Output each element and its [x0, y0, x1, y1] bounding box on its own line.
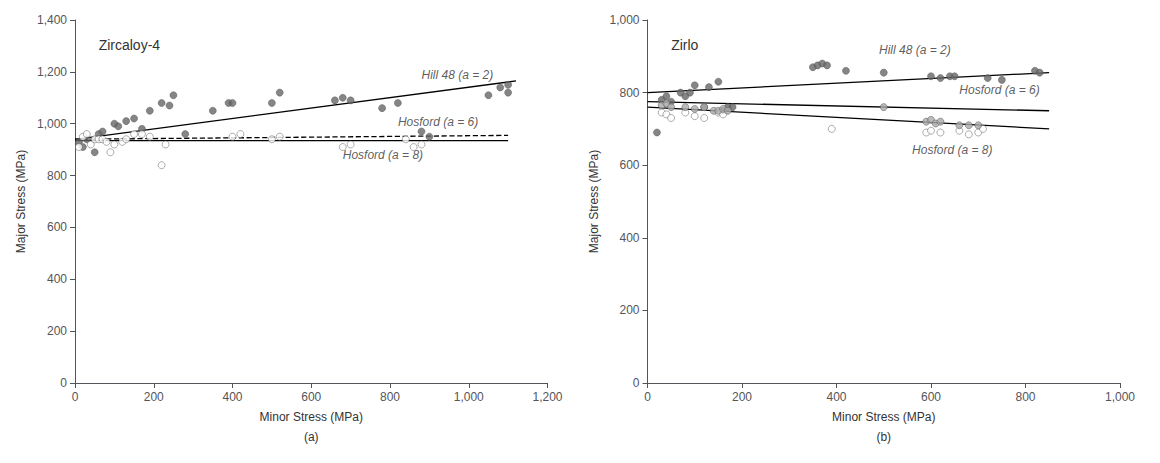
- svg-text:Hill 48 (a = 2): Hill 48 (a = 2): [879, 43, 951, 57]
- svg-text:(a): (a): [304, 430, 319, 444]
- svg-text:Hosford (a = 6): Hosford (a = 6): [959, 83, 1039, 97]
- svg-text:200: 200: [47, 324, 67, 338]
- svg-text:0: 0: [60, 376, 67, 390]
- svg-text:400: 400: [619, 231, 639, 245]
- svg-text:Hosford (a = 8): Hosford (a = 8): [343, 148, 423, 162]
- svg-text:800: 800: [47, 169, 67, 183]
- svg-text:Hosford (a = 6): Hosford (a = 6): [398, 115, 478, 129]
- svg-text:200: 200: [732, 390, 752, 404]
- svg-text:Zircaloy-4: Zircaloy-4: [99, 37, 161, 53]
- svg-text:1,000: 1,000: [1105, 390, 1135, 404]
- svg-text:1,000: 1,000: [609, 13, 639, 27]
- svg-text:0: 0: [72, 390, 79, 404]
- svg-text:Minor Stress (MPa): Minor Stress (MPa): [832, 410, 935, 424]
- svg-text:Minor Stress (MPa): Minor Stress (MPa): [260, 410, 363, 424]
- svg-text:Hill 48 (a = 2): Hill 48 (a = 2): [422, 68, 494, 82]
- svg-text:Major Stress (MPa): Major Stress (MPa): [14, 150, 28, 253]
- svg-text:(b): (b): [876, 430, 891, 444]
- svg-text:800: 800: [619, 86, 639, 100]
- svg-text:400: 400: [47, 272, 67, 286]
- svg-text:600: 600: [301, 390, 321, 404]
- svg-text:1,200: 1,200: [532, 390, 562, 404]
- svg-text:800: 800: [1015, 390, 1035, 404]
- svg-text:200: 200: [144, 390, 164, 404]
- svg-text:1,400: 1,400: [37, 13, 67, 27]
- svg-text:Hosford (a = 8): Hosford (a = 8): [912, 143, 992, 157]
- svg-text:0: 0: [633, 376, 640, 390]
- svg-text:1,200: 1,200: [37, 65, 67, 79]
- svg-text:600: 600: [47, 220, 67, 234]
- svg-text:400: 400: [222, 390, 242, 404]
- svg-text:Major Stress (MPa): Major Stress (MPa): [587, 150, 601, 253]
- svg-text:1,000: 1,000: [37, 117, 67, 131]
- svg-text:600: 600: [921, 390, 941, 404]
- svg-text:800: 800: [380, 390, 400, 404]
- svg-text:400: 400: [826, 390, 846, 404]
- svg-text:600: 600: [619, 158, 639, 172]
- svg-text:0: 0: [644, 390, 651, 404]
- svg-text:200: 200: [619, 303, 639, 317]
- svg-text:Zirlo: Zirlo: [671, 37, 698, 53]
- svg-text:1,000: 1,000: [454, 390, 484, 404]
